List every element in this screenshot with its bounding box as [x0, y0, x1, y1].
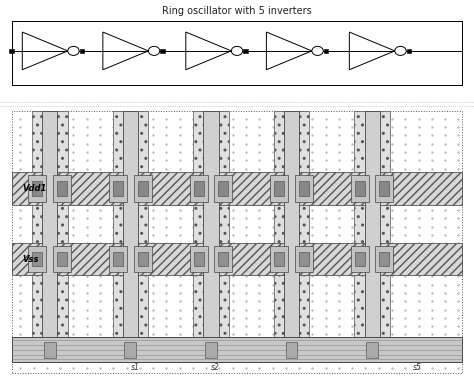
- Circle shape: [148, 46, 160, 55]
- Bar: [354, 111, 390, 337]
- Bar: [33, 252, 42, 267]
- Bar: [53, 247, 71, 272]
- Bar: [12, 243, 462, 275]
- Bar: [109, 175, 127, 202]
- Bar: [295, 247, 313, 272]
- Circle shape: [395, 46, 406, 55]
- Bar: [205, 342, 217, 358]
- Text: s5: s5: [413, 363, 421, 372]
- Bar: [193, 111, 228, 337]
- Bar: [28, 175, 46, 202]
- Bar: [57, 252, 67, 267]
- Bar: [134, 247, 152, 272]
- Bar: [53, 175, 71, 202]
- Bar: [285, 342, 298, 358]
- Text: Vss: Vss: [23, 255, 39, 264]
- Bar: [407, 49, 411, 53]
- Bar: [214, 247, 232, 272]
- Bar: [375, 247, 393, 272]
- Bar: [274, 181, 284, 196]
- Bar: [113, 111, 148, 337]
- Bar: [12, 172, 462, 205]
- Bar: [355, 252, 365, 267]
- Bar: [28, 247, 46, 272]
- Bar: [295, 175, 313, 202]
- Bar: [274, 111, 309, 337]
- Bar: [351, 175, 369, 202]
- Bar: [138, 181, 147, 196]
- Bar: [243, 49, 248, 53]
- Bar: [214, 175, 232, 202]
- Bar: [134, 175, 152, 202]
- Bar: [380, 252, 389, 267]
- Bar: [33, 181, 42, 196]
- Bar: [375, 175, 393, 202]
- Bar: [138, 252, 147, 267]
- Bar: [194, 252, 203, 267]
- Bar: [80, 49, 84, 53]
- Bar: [190, 247, 208, 272]
- Bar: [12, 111, 462, 373]
- Bar: [274, 252, 284, 267]
- Bar: [219, 252, 228, 267]
- Bar: [351, 247, 369, 272]
- Bar: [12, 172, 462, 205]
- Circle shape: [231, 46, 243, 55]
- Bar: [299, 252, 309, 267]
- Bar: [113, 181, 123, 196]
- Bar: [113, 252, 123, 267]
- Circle shape: [68, 46, 79, 55]
- Bar: [355, 181, 365, 196]
- Bar: [194, 181, 203, 196]
- Text: s1: s1: [131, 363, 139, 372]
- Bar: [57, 181, 67, 196]
- Bar: [160, 49, 165, 53]
- Bar: [109, 247, 127, 272]
- Bar: [366, 342, 378, 358]
- Bar: [12, 111, 462, 373]
- Bar: [219, 181, 228, 196]
- Bar: [123, 111, 138, 337]
- Bar: [270, 247, 288, 272]
- Bar: [203, 111, 219, 337]
- Bar: [124, 342, 137, 358]
- Bar: [44, 342, 55, 358]
- Bar: [190, 175, 208, 202]
- Circle shape: [312, 46, 323, 55]
- Bar: [380, 181, 389, 196]
- Bar: [284, 111, 299, 337]
- Bar: [324, 49, 328, 53]
- Bar: [270, 175, 288, 202]
- Bar: [9, 49, 14, 53]
- Bar: [32, 111, 67, 337]
- Bar: [299, 181, 309, 196]
- Bar: [365, 111, 380, 337]
- Text: s2: s2: [211, 363, 220, 372]
- Bar: [12, 337, 462, 362]
- Text: Vdd1: Vdd1: [23, 184, 47, 193]
- Bar: [42, 111, 57, 337]
- Text: Ring oscillator with 5 inverters: Ring oscillator with 5 inverters: [162, 6, 312, 16]
